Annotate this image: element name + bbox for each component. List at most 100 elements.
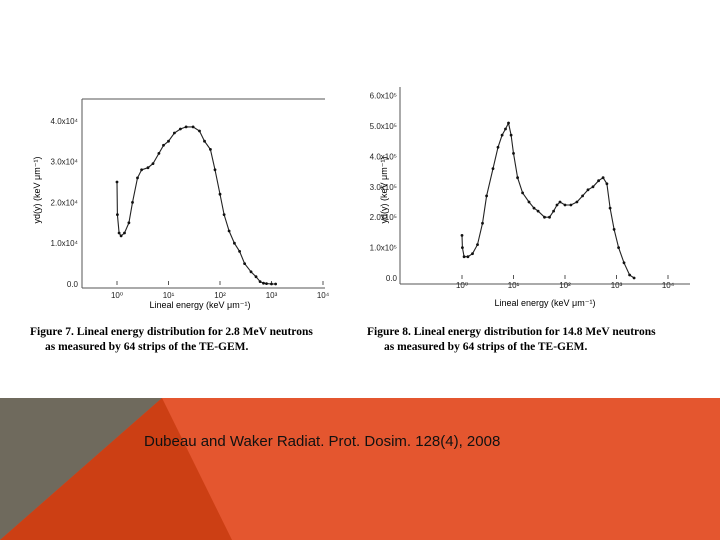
fig8-data-point (563, 203, 567, 207)
fig7-data-point (243, 262, 247, 265)
fig7-data-point (191, 125, 195, 129)
fig8-series-line (461, 121, 635, 279)
fig8-data-point (512, 152, 515, 155)
fig7-data-point (270, 282, 273, 286)
fig7-x-ticks: 10⁰ 10¹ 10² 10³ 10⁴ (111, 281, 330, 300)
fig8-data-point (507, 121, 510, 125)
fig7-y-axis-label: yd(y) (keV μm⁻¹) (32, 157, 42, 224)
fig8-data-point (460, 234, 464, 237)
fig8-data-point (496, 145, 500, 149)
fig8-data-point (476, 243, 479, 247)
fig8-data-point (612, 228, 616, 231)
fig8-data-point (516, 176, 519, 180)
fig7-y-tick-label: 3.0x10⁴ (51, 158, 79, 167)
fig7-x-tick-label: 10³ (266, 291, 278, 300)
fig8-data-point (466, 255, 470, 259)
fig8-data-point (532, 206, 536, 210)
fig7-y-tick-label: 0.0 (67, 280, 79, 289)
fig8-data-point (509, 133, 513, 137)
fig8-y-tick-label: 2.0x10⁵ (370, 213, 397, 222)
fig7-data-point (184, 125, 188, 129)
fig8-data-point (527, 200, 531, 204)
fig7-data-point (146, 166, 150, 170)
fig8-data-point (504, 127, 507, 131)
fig8-y-tick-label: 6.0x10⁵ (370, 92, 397, 101)
fig7-data-point (115, 180, 119, 184)
fig7-y-tick-label: 4.0x10⁴ (51, 117, 79, 126)
fig8-y-tick-label: 1.0x10⁵ (370, 244, 397, 253)
fig8-data-point (581, 194, 584, 198)
fig8-caption-line2: as measured by 64 strips of the TE-GEM. (384, 341, 588, 353)
fig7-y-tick-label: 2.0x10⁴ (51, 198, 79, 207)
fig7-data-point (157, 152, 161, 155)
fig7-data-point (265, 282, 268, 285)
fig8-data-point (461, 246, 464, 250)
fig7-data-point (238, 250, 242, 253)
fig8-data-point (608, 206, 612, 210)
band-dark-orange-triangle (0, 398, 232, 540)
fig8-x-tick-label: 10⁴ (662, 281, 675, 290)
fig7-x-axis-label: Lineal energy (keV μm⁻¹) (150, 300, 251, 310)
fig8-data-point (548, 215, 551, 219)
fig7-caption-line2: as measured by 64 strips of the TE-GEM. (45, 341, 249, 353)
fig7-data-point (233, 241, 236, 245)
fig7-x-tick-label: 10⁰ (111, 291, 123, 300)
fig7-data-point (262, 281, 265, 285)
fig8-data-point (601, 176, 605, 180)
fig7-data-point (274, 282, 277, 286)
fig8-data-point (617, 246, 620, 250)
fig7-data-point (119, 234, 123, 238)
fig8-y-axis-label: yd(y) (keV μm⁻¹) (379, 157, 389, 224)
fig7-data-point (162, 143, 165, 147)
fig8-data-point (471, 252, 474, 256)
fig7-data-point (131, 201, 134, 204)
fig8-data-point (543, 215, 546, 219)
fig7-caption-line1: Figure 7. Lineal energy distribution for… (30, 326, 313, 338)
fig7-data-point (167, 139, 170, 143)
fig8-data-point (558, 200, 562, 204)
fig8-data-point (575, 200, 579, 204)
fig8-caption-line1: Figure 8. Lineal energy distribution for… (367, 326, 656, 338)
fig8-data-point (591, 185, 595, 189)
fig8-data-point (597, 179, 600, 183)
fig8-data-points (460, 121, 636, 280)
fig7-x-tick-label: 10² (214, 291, 226, 300)
fig7-data-point (127, 221, 131, 225)
fig8-data-point (536, 209, 540, 213)
fig7-data-point (117, 231, 121, 235)
fig8-x-axis-label: Lineal energy (keV μm⁻¹) (495, 298, 596, 308)
fig7-data-point (136, 176, 139, 180)
fig7-x-tick-label: 10⁴ (317, 291, 330, 300)
fig7-data-point (198, 129, 201, 133)
fig7-data-point (179, 127, 182, 131)
fig8-y-tick-label: 4.0x10⁵ (370, 152, 397, 161)
fig8-data-point (491, 167, 495, 171)
fig7-data-point (227, 229, 231, 233)
fig7-x-tick-label: 10¹ (163, 291, 175, 300)
fig8-y-tick-label: 5.0x10⁵ (370, 122, 397, 131)
fig7-data-point (222, 213, 226, 217)
fig7-series-line (116, 126, 276, 285)
fig7-data-point (123, 231, 126, 235)
fig7-data-point (140, 168, 144, 172)
citation-text: Dubeau and Waker Radiat. Prot. Dosim. 12… (144, 433, 501, 450)
fig8-data-point (485, 194, 488, 198)
fig7-y-ticks: 0.0 1.0x10⁴ 2.0x10⁴ 3.0x10⁴ 4.0x10⁴ (51, 117, 79, 289)
fig8-data-point (586, 188, 590, 192)
fig8-data-point (632, 276, 636, 280)
fig7-y-tick-label: 1.0x10⁴ (51, 239, 79, 248)
fig7-data-point (213, 168, 217, 172)
fig7-data-point (173, 131, 176, 135)
fig8-data-point (552, 209, 555, 213)
fig8-data-point (555, 203, 559, 207)
fig8-data-point (569, 203, 573, 207)
fig8-x-tick-label: 10¹ (508, 281, 520, 290)
fig8-y-tick-label: 0.0 (386, 274, 398, 283)
fig8-data-point (605, 182, 609, 186)
fig8-x-tick-label: 10³ (611, 281, 623, 290)
fig7-data-points (115, 125, 277, 286)
fig8-x-tick-label: 10² (559, 281, 571, 290)
